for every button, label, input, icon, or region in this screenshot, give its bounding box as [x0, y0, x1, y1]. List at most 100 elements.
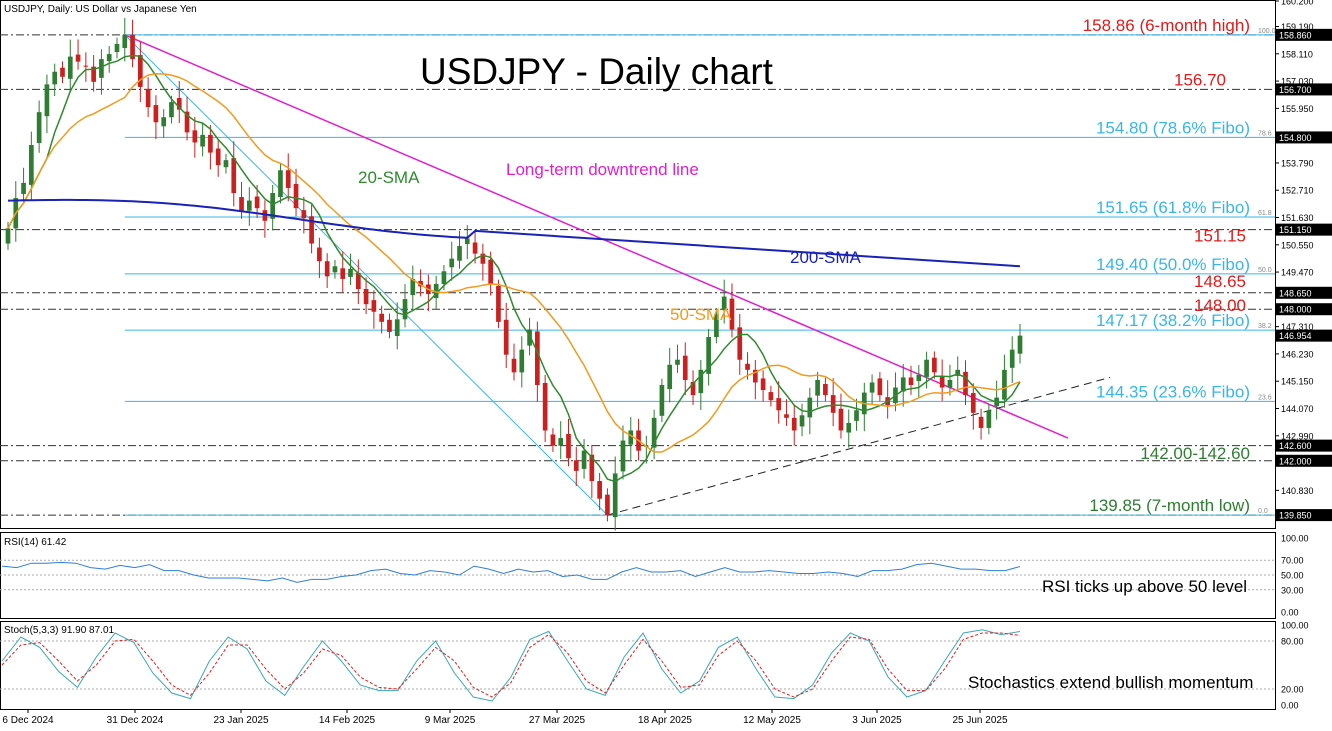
price-highlight-box: [1276, 329, 1332, 342]
candle-body: [838, 408, 844, 431]
candle-body: [262, 210, 268, 221]
candle-body: [254, 196, 260, 209]
level-label: 148.00: [1194, 296, 1246, 315]
price-tick-label: 151.630: [1281, 213, 1314, 223]
candle-body: [332, 266, 338, 273]
candle-body: [67, 56, 73, 79]
candle-body: [900, 377, 906, 392]
price-tick-label: 149.470: [1281, 268, 1314, 278]
candle-body: [387, 319, 392, 332]
candle-body: [75, 54, 81, 62]
candle-body: [620, 440, 626, 472]
candle-body: [480, 253, 486, 264]
fibo-anchor-line: [124, 34, 608, 516]
candle-body: [340, 268, 346, 279]
symbol-header: USDJPY, Daily: US Dollar vs Japanese Yen: [4, 4, 197, 15]
candle-body: [200, 134, 205, 147]
fibo-label: 144.35 (23.6% Fibo): [1096, 382, 1250, 401]
candle-body: [776, 398, 782, 411]
sma20-line: [7, 54, 1021, 483]
candle-body: [309, 216, 314, 244]
fibo-percent: 38.2: [1258, 323, 1272, 330]
candle-body: [1009, 349, 1015, 368]
price-tick-label: 140.830: [1281, 486, 1314, 496]
fibo-percent: 0.0: [1258, 508, 1268, 515]
sma200-line: [7, 198, 1021, 268]
candle-body: [752, 369, 758, 383]
candle-body: [698, 369, 704, 394]
candle-body: [161, 117, 167, 127]
candle-body: [106, 54, 112, 62]
price-highlight-box: [1276, 454, 1332, 467]
price-highlight-box: [1276, 509, 1332, 522]
price-tick-label: 145.150: [1281, 377, 1314, 387]
candle-body: [488, 259, 493, 284]
candle-body: [324, 261, 330, 277]
price-tick-label: 157.030: [1281, 77, 1314, 87]
candle-body: [246, 200, 252, 211]
fibo-percent: 78.6: [1258, 130, 1272, 137]
candle-body: [784, 414, 789, 418]
fibonacci-lines: 158.86 (6-month high) 100.0 154.80 (78.6% …: [124, 16, 1276, 516]
candle-body: [371, 300, 377, 312]
candle-body: [854, 410, 859, 421]
sma20-label: 20-SMA: [358, 168, 420, 187]
candle-body: [612, 473, 618, 518]
level-label: 148.65: [1194, 272, 1246, 291]
date-label: 18 Apr 2025: [638, 715, 692, 726]
stochastic-panel: 100.00 80.00 20.00 0.00: [0, 621, 1309, 711]
rsi-tick-label: 30.00: [1281, 585, 1304, 595]
candle-body: [955, 369, 961, 376]
rsi-tick-label: 70.00: [1281, 556, 1304, 566]
candle-body: [5, 228, 11, 244]
candle-body: [29, 145, 34, 185]
stoch-title: Stoch(5,3,3) 91.90 87.01: [4, 625, 115, 636]
candle-body: [799, 415, 805, 427]
candle-body: [807, 397, 813, 418]
date-axis: 6 Dec 2024 31 Dec 2024 23 Jan 2025 14 Feb 2…: [2, 709, 1008, 726]
price-tick-label: 144.070: [1281, 404, 1314, 414]
fibo-label: 149.40 (50.0% Fibo): [1096, 255, 1250, 274]
candle-body: [963, 371, 968, 396]
stoch-tick-label: 0.00: [1281, 701, 1299, 711]
price-highlight-box: [1276, 83, 1332, 96]
sma200-label: 200-SMA: [790, 248, 862, 267]
downtrend-label: Long-term downtrend line: [506, 160, 699, 179]
candle-body: [441, 271, 447, 284]
candle-body: [651, 417, 657, 448]
price-highlight-label: 158.860: [1279, 30, 1312, 40]
date-label: 3 Jun 2025: [852, 715, 902, 726]
candle-body: [628, 430, 634, 445]
rsi-tick-label: 0.00: [1281, 608, 1299, 618]
rsi-tick-label: 50.00: [1281, 571, 1304, 581]
candle-body: [791, 417, 797, 431]
price-highlight-label: 154.800: [1279, 133, 1312, 143]
candle-body: [877, 378, 883, 396]
candle-body: [846, 422, 852, 433]
level-label: 156.70: [1174, 70, 1226, 89]
candle-body: [729, 298, 735, 330]
candle-body: [355, 272, 361, 289]
candle-body: [208, 134, 213, 153]
candle-body: [978, 416, 984, 428]
candle-body: [589, 454, 595, 481]
price-tick-label: 153.790: [1281, 158, 1314, 168]
candle-body: [348, 268, 353, 277]
candle-body: [924, 359, 929, 377]
price-highlight-label: 139.850: [1279, 511, 1312, 521]
price-tick-label: 155.950: [1281, 104, 1314, 114]
candle-body: [169, 102, 174, 118]
candle-body: [947, 379, 953, 388]
level-label: 142.00-142.60: [1140, 444, 1250, 463]
candle-body: [745, 363, 750, 370]
price-tick-label: 159.190: [1281, 22, 1314, 32]
candle-body: [153, 105, 159, 123]
candle-body: [278, 170, 283, 198]
price-highlight-box: [1276, 439, 1332, 452]
candle-body: [449, 258, 455, 268]
candle-body: [379, 313, 384, 322]
fibo-label: 139.85 (7-month low): [1089, 496, 1250, 515]
candle-body: [231, 158, 237, 193]
candle-body: [138, 55, 143, 87]
